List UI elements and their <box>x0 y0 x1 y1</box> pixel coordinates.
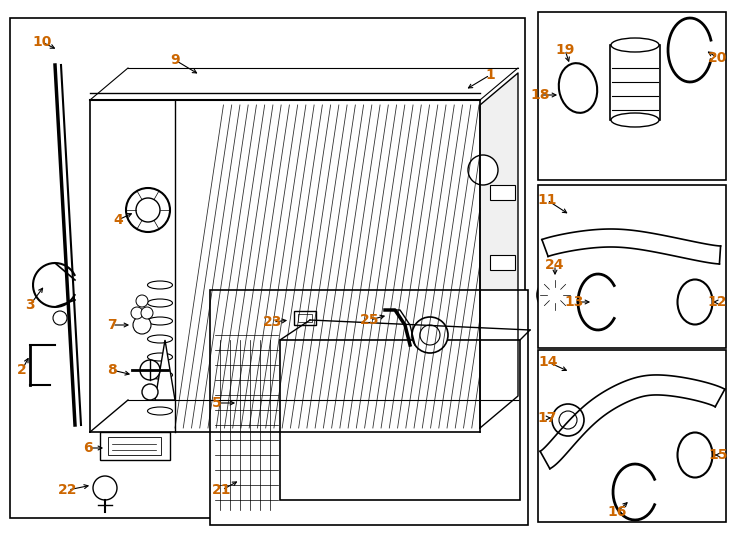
Bar <box>538 12 726 180</box>
Circle shape <box>126 188 170 232</box>
Circle shape <box>237 385 273 421</box>
Circle shape <box>141 307 153 319</box>
Circle shape <box>245 393 265 413</box>
Text: 3: 3 <box>25 298 34 312</box>
Text: 21: 21 <box>212 483 232 497</box>
Circle shape <box>537 277 573 313</box>
Circle shape <box>140 360 160 380</box>
Text: 22: 22 <box>58 483 78 497</box>
Ellipse shape <box>559 63 597 113</box>
Text: 9: 9 <box>170 53 180 67</box>
Text: 15: 15 <box>708 448 727 462</box>
Circle shape <box>131 307 143 319</box>
Bar <box>108 437 161 455</box>
Bar <box>100 432 170 460</box>
Text: 5: 5 <box>212 396 222 410</box>
Text: 18: 18 <box>530 88 550 102</box>
Ellipse shape <box>148 299 172 307</box>
Text: 17: 17 <box>537 411 556 425</box>
Polygon shape <box>155 340 175 400</box>
Text: 23: 23 <box>264 315 283 329</box>
Ellipse shape <box>677 280 713 325</box>
Text: 20: 20 <box>708 51 727 65</box>
Ellipse shape <box>148 371 172 379</box>
Ellipse shape <box>148 407 172 415</box>
Text: 6: 6 <box>83 441 92 455</box>
Text: 14: 14 <box>538 355 558 369</box>
Bar <box>538 185 726 348</box>
Text: 13: 13 <box>564 295 584 309</box>
Text: 19: 19 <box>556 43 575 57</box>
Bar <box>210 290 528 525</box>
Ellipse shape <box>611 113 659 127</box>
Circle shape <box>544 284 566 306</box>
Ellipse shape <box>148 317 172 325</box>
Text: 25: 25 <box>360 313 379 327</box>
Bar <box>610 45 660 120</box>
Bar <box>490 185 515 200</box>
Text: 7: 7 <box>107 318 117 332</box>
Text: 24: 24 <box>545 258 564 272</box>
Text: 1: 1 <box>485 68 495 82</box>
Bar <box>490 255 515 270</box>
Circle shape <box>142 384 158 400</box>
Polygon shape <box>480 73 518 428</box>
Bar <box>538 350 726 522</box>
Text: 10: 10 <box>32 35 51 49</box>
Ellipse shape <box>148 335 172 343</box>
Text: 11: 11 <box>537 193 557 207</box>
Text: 2: 2 <box>17 363 27 377</box>
Ellipse shape <box>677 433 713 477</box>
Circle shape <box>136 295 148 307</box>
Circle shape <box>420 325 440 345</box>
Circle shape <box>133 316 151 334</box>
Text: 16: 16 <box>607 505 627 519</box>
Text: 12: 12 <box>708 295 727 309</box>
Ellipse shape <box>148 281 172 289</box>
Bar <box>298 314 312 322</box>
Ellipse shape <box>148 353 172 361</box>
Circle shape <box>53 311 67 325</box>
Circle shape <box>412 317 448 353</box>
Circle shape <box>559 411 577 429</box>
Bar <box>280 340 520 500</box>
Ellipse shape <box>611 38 659 52</box>
Circle shape <box>468 155 498 185</box>
Circle shape <box>93 476 117 500</box>
Circle shape <box>552 404 584 436</box>
Text: 8: 8 <box>107 363 117 377</box>
Bar <box>294 311 316 325</box>
Circle shape <box>136 198 160 222</box>
Text: 4: 4 <box>113 213 123 227</box>
Bar <box>10 18 525 518</box>
Ellipse shape <box>148 389 172 397</box>
